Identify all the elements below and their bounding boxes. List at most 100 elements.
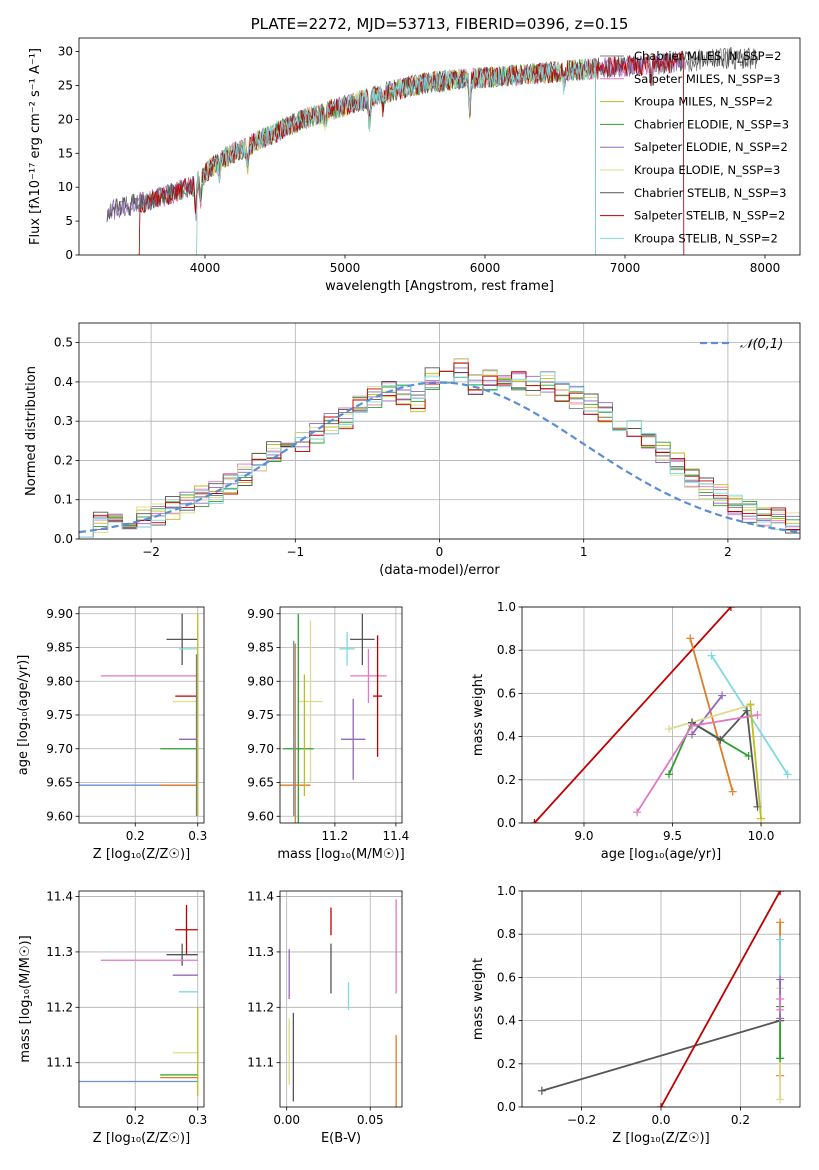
marker-plus [746, 700, 755, 709]
tick-label-x: −1 [286, 545, 304, 559]
legend-entry: 𝒩(0,1) [740, 337, 783, 352]
tick-label-x: 0.2 [126, 1113, 145, 1127]
legend-entry: Salpeter STELIB, N_SSP=2 [634, 209, 785, 223]
weight-series [657, 891, 785, 1107]
tick-label-y: 9.75 [247, 708, 274, 722]
tick-label-y: 0.5 [54, 336, 73, 350]
tick-label-x: 0.05 [357, 1113, 384, 1127]
tick-label-y: 0.6 [497, 970, 516, 984]
axes-frame [521, 606, 801, 824]
tick-label-y: 11.3 [247, 945, 274, 959]
axes-mass_vs_ebv: 0.00 0.05 11.1 11.2 11.3 11.4 E(B-V) [247, 890, 403, 1146]
tick-label-x: 0.2 [731, 1113, 750, 1127]
errorbar-point [341, 698, 366, 780]
marker-plus [716, 735, 725, 744]
legend-entry: Kroupa ELODIE, N_SSP=3 [634, 163, 780, 177]
marker-plus [718, 691, 727, 700]
tick-label-y: 9.80 [46, 674, 73, 688]
tick-label-x: 11.4 [383, 829, 410, 843]
plot-area [280, 613, 387, 823]
x-axis-label: Z [log₁₀(Z/Z☉)] [612, 1131, 709, 1146]
tick-label-y: 11.4 [46, 890, 73, 904]
marker-plus [633, 808, 642, 817]
weight-line [691, 695, 723, 735]
marker-plus [776, 918, 785, 927]
weight-line [533, 607, 732, 823]
errorbar-point [175, 904, 198, 955]
marker-plus [742, 706, 751, 715]
tick-label-y: 5 [65, 214, 73, 228]
tick-label-x: 2 [724, 545, 732, 559]
tick-label-y: 0.0 [497, 816, 516, 830]
marker-plus [776, 935, 785, 944]
spectrum-series [196, 57, 596, 255]
marker-plus [776, 1014, 785, 1023]
tick-label-y: 11.3 [46, 945, 73, 959]
weight-line [689, 638, 734, 792]
tick-label-y: 1.0 [497, 600, 516, 614]
legend-entry: Kroupa STELIB, N_SSP=2 [634, 231, 778, 245]
y-axis-label: Flux [fλ10⁻¹⁷ erg cm⁻² s⁻¹ A⁻¹] [28, 48, 43, 245]
tick-label-x: 4000 [190, 261, 221, 275]
tick-label-x: 0.2 [126, 829, 145, 843]
plot-area [537, 891, 785, 1107]
x-axis-label: (data-model)/error [379, 563, 500, 578]
tick-label-y: 9.75 [46, 708, 73, 722]
marker-plus [530, 819, 539, 823]
tick-label-y: 11.1 [247, 1056, 274, 1070]
legend-entry: Kroupa MILES, N_SSP=2 [634, 95, 773, 109]
axes-frame [78, 37, 801, 256]
marker-plus [687, 721, 696, 730]
marker-plus [776, 995, 785, 1003]
marker-plus [776, 1005, 785, 1014]
tick-label-y: 0.4 [497, 730, 516, 744]
tick-label-y: 11.2 [46, 1000, 73, 1014]
tick-label-y: 9.65 [247, 776, 274, 790]
x-axis-label: E(B-V) [321, 1131, 361, 1146]
tick-label-y: 9.90 [46, 607, 73, 621]
chart-title: PLATE=2272, MJD=53713, FIBERID=0396, z=0… [251, 15, 629, 33]
errorbar-point [350, 648, 387, 703]
errorbar-point [283, 613, 314, 823]
y-axis-label: mass [log₁₀(M/M☉)] [18, 935, 33, 1062]
weight-series [633, 711, 762, 817]
errorbar-point [166, 613, 198, 666]
axes-mass_vs_Z: 0.2 0.3 11.1 11.2 11.3 11.4 Z [log₁₀(Z/Z☉)] mas… [18, 890, 207, 1146]
tick-label-x: 10.0 [748, 829, 775, 843]
weight-line [710, 655, 789, 775]
tick-label-y: 9.60 [46, 809, 73, 823]
legend-entry: Salpeter MILES, N_SSP=3 [634, 72, 780, 86]
errorbar-point [166, 943, 198, 966]
plot-area [79, 613, 199, 817]
tick-label-y: 9.80 [247, 674, 274, 688]
tick-label-y: 0.3 [54, 414, 73, 428]
x-axis-label: Z [log₁₀(Z/Z☉)] [93, 847, 190, 862]
marker-plus [664, 770, 673, 779]
legend-entry: Chabrier STELIB, N_SSP=3 [634, 186, 786, 200]
tick-label-x: 11.2 [322, 829, 349, 843]
y-axis-label: age [log₁₀(age/yr)] [16, 655, 31, 776]
marker-plus [753, 711, 762, 719]
marker-plus [776, 975, 785, 984]
tick-label-y: 0.8 [497, 927, 516, 941]
plot-area [530, 607, 792, 823]
axes-frame [78, 890, 205, 1108]
axes-frame [279, 606, 403, 824]
plot-area [288, 899, 397, 1107]
tick-label-x: 0.3 [188, 829, 207, 843]
marker-plus [776, 1095, 785, 1104]
marker-plus [664, 725, 673, 734]
plot-area [106, 47, 759, 255]
weight-line [668, 721, 750, 775]
weight-line [668, 704, 751, 730]
tick-label-y: 0 [65, 248, 73, 262]
y-axis-label: Normed distribution [24, 366, 39, 496]
weight-series [664, 701, 755, 734]
tick-label-x: −2 [142, 545, 160, 559]
marker-plus [686, 634, 695, 643]
plot-area [79, 357, 800, 538]
legend-entry: Chabrier MILES, N_SSP=2 [634, 49, 781, 63]
tick-label-y: 11.1 [46, 1056, 73, 1070]
x-axis-label: age [log₁₀(age/yr)] [601, 847, 722, 862]
